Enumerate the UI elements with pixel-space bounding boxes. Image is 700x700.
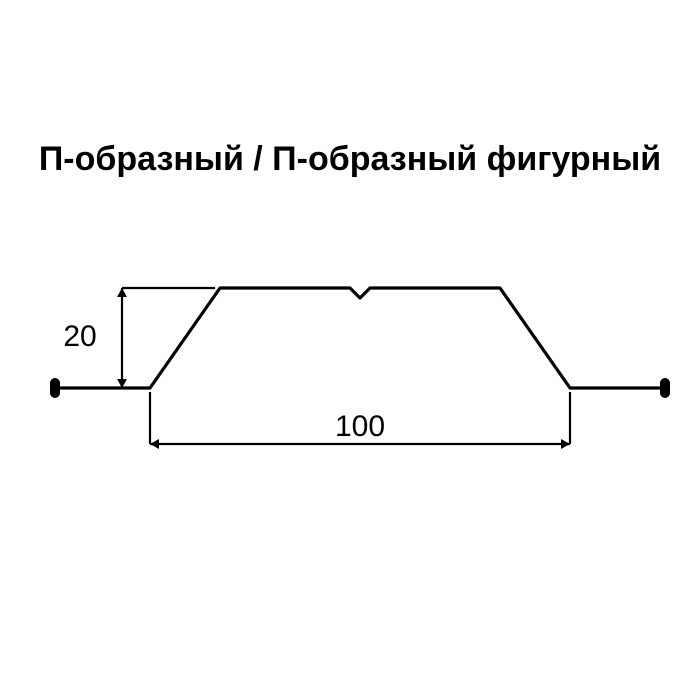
figure: П-образный / П-образный фигурный 20100 — [0, 0, 700, 700]
dimension-height: 20 — [63, 288, 215, 388]
profile-diagram: 20 100 — [0, 0, 700, 700]
dimension-height-label: 20 — [63, 320, 96, 353]
dimension-width-label: 100 — [335, 410, 385, 443]
dimension-width: 100 — [150, 392, 570, 449]
profile-outline — [55, 288, 665, 388]
